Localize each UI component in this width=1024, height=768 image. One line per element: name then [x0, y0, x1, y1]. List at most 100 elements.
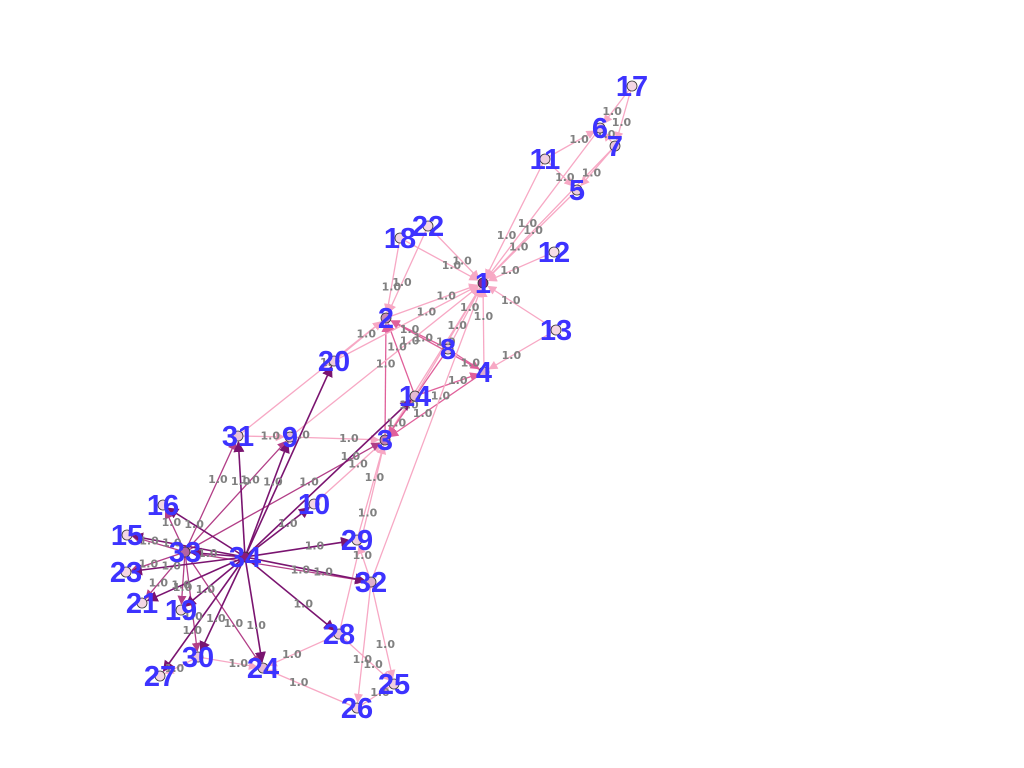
edge-weight-label: 1.0 [291, 564, 311, 577]
edge-33-31 [184, 440, 237, 553]
edge-9-1 [289, 286, 480, 438]
node-13[interactable] [550, 324, 562, 336]
edge-weight-label: 1.0 [497, 229, 517, 242]
edge-4-1 [478, 288, 488, 373]
node-22[interactable] [422, 220, 434, 232]
edge-weight-label: 1.0 [353, 549, 373, 562]
edge-7-1 [486, 145, 616, 280]
edge-8-4 [447, 348, 480, 370]
node-4[interactable] [478, 366, 490, 378]
edge-weight-label: 1.0 [290, 428, 310, 441]
edge-32-26 [354, 581, 372, 703]
node-24[interactable] [257, 662, 269, 674]
node-30[interactable] [192, 651, 204, 663]
node-17[interactable] [626, 80, 638, 92]
node-31[interactable] [232, 430, 244, 442]
edge-weight-label: 1.0 [196, 583, 216, 596]
edge-34-21 [146, 556, 246, 602]
edge-33-19 [177, 551, 187, 605]
node-6[interactable] [594, 122, 606, 134]
edge-weight-label: 1.0 [171, 579, 191, 592]
edge-weight-label: 1.0 [246, 619, 266, 632]
edge-28-24 [267, 633, 340, 667]
node-label-19: 19 [165, 595, 197, 627]
edge-12-1 [487, 251, 555, 282]
edge-weight-label: 1.0 [448, 374, 468, 387]
edge-2-1 [385, 283, 479, 319]
node-1[interactable] [477, 277, 489, 289]
edge-9-3 [289, 435, 380, 445]
edge-32-29 [357, 544, 372, 583]
edge-weight-label: 1.0 [602, 105, 622, 118]
edge-label-layer: 1.01.01.01.01.01.01.01.01.01.01.01.01.01… [139, 105, 632, 699]
node-29[interactable] [351, 534, 363, 546]
node-label-31: 31 [222, 421, 254, 453]
edge-34-28 [244, 556, 336, 631]
edge-weight-label: 1.0 [161, 559, 181, 572]
node-label-2: 2 [378, 303, 394, 335]
node-label-21: 21 [126, 588, 158, 620]
edge-weight-label: 1.0 [260, 430, 280, 443]
node-18[interactable] [394, 232, 406, 244]
edge-weight-label: 1.0 [387, 341, 407, 354]
edge-weight-label: 1.0 [173, 581, 193, 594]
node-2[interactable] [380, 312, 392, 324]
edge-14-1 [414, 287, 481, 397]
node-label-22: 22 [412, 211, 444, 243]
edge-weight-label: 1.0 [339, 432, 359, 445]
node-label-3: 3 [377, 425, 393, 457]
node-34[interactable] [239, 551, 251, 563]
node-label-23: 23 [110, 557, 142, 589]
node-20[interactable] [328, 355, 340, 367]
edge-11-1 [485, 158, 546, 279]
node-label-6: 6 [592, 113, 608, 145]
node-21[interactable] [136, 597, 148, 609]
node-23[interactable] [120, 566, 132, 578]
edge-33-24 [184, 551, 261, 664]
edge-29-3 [356, 444, 386, 541]
edge-weight-label: 1.0 [461, 356, 481, 369]
node-label-9: 9 [282, 422, 298, 454]
node-25[interactable] [388, 678, 400, 690]
edge-weight-label: 1.0 [413, 332, 433, 345]
edge-weight-label: 1.0 [500, 264, 520, 277]
edge-weight-label: 1.0 [523, 224, 543, 237]
edge-weight-label: 1.0 [555, 171, 575, 184]
node-9[interactable] [284, 431, 296, 443]
edge-weight-label: 1.0 [376, 638, 396, 651]
edge-17-7 [614, 85, 633, 142]
node-label-14: 14 [399, 381, 431, 413]
node-12[interactable] [548, 246, 560, 258]
edge-34-19 [184, 556, 246, 607]
edge-weight-label: 1.0 [139, 557, 159, 570]
edge-33-21 [145, 551, 186, 600]
node-15[interactable] [121, 529, 133, 541]
node-14[interactable] [409, 390, 421, 402]
edge-11-6 [544, 130, 596, 160]
node-19[interactable] [175, 604, 187, 616]
edge-weight-label: 1.0 [413, 407, 433, 420]
node-10[interactable] [308, 498, 320, 510]
edge-34-33 [189, 547, 246, 559]
node-27[interactable] [154, 670, 166, 682]
edge-weight-label: 1.0 [289, 676, 309, 689]
node-33[interactable] [179, 546, 191, 558]
node-11[interactable] [539, 153, 551, 165]
node-5[interactable] [571, 184, 583, 196]
node-16[interactable] [157, 499, 169, 511]
edge-weight-label: 1.0 [382, 281, 402, 294]
node-3[interactable] [379, 434, 391, 446]
edge-weight-label: 1.0 [184, 518, 204, 531]
edge-34-14 [244, 399, 412, 558]
node-7[interactable] [609, 140, 621, 152]
node-32[interactable] [365, 576, 377, 588]
node-26[interactable] [351, 702, 363, 714]
edge-weight-label: 1.0 [365, 471, 385, 484]
node-28[interactable] [333, 628, 345, 640]
edge-weight-label: 1.0 [356, 327, 376, 340]
edge-weight-label: 1.0 [299, 476, 319, 489]
edge-weight-label: 1.0 [417, 306, 437, 319]
edge-32-25 [370, 581, 396, 680]
node-8[interactable] [442, 343, 454, 355]
